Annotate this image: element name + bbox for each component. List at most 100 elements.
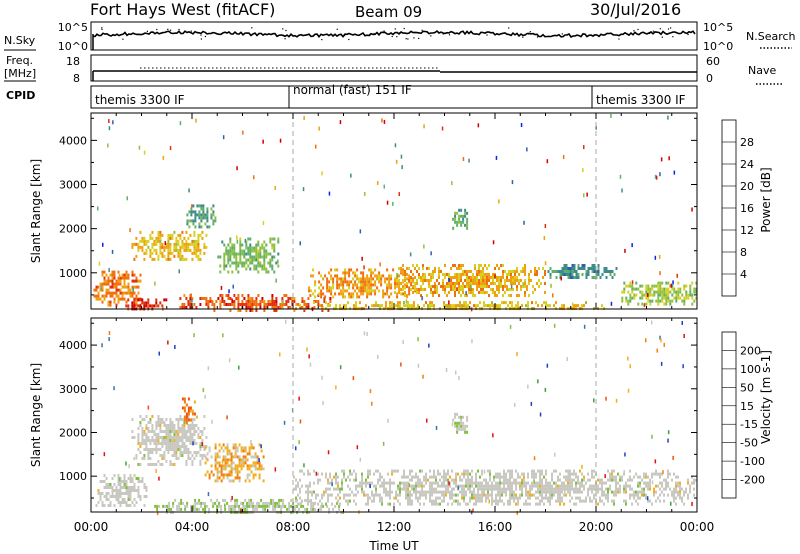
echo-cell	[101, 273, 104, 277]
echo-cell	[199, 436, 202, 439]
echo-cell	[364, 283, 367, 287]
echo-cell	[239, 255, 242, 259]
echo-cell	[350, 268, 353, 272]
echo-cell	[625, 481, 627, 485]
echo-cell	[472, 288, 474, 291]
echo-cell	[591, 469, 593, 473]
echo-cell	[199, 303, 202, 306]
echo-cell	[408, 274, 411, 278]
echo-cell	[589, 484, 591, 488]
echo-cell	[683, 299, 686, 303]
echo-cell	[155, 448, 158, 451]
echo-cell	[687, 293, 690, 297]
echo-cell	[157, 257, 160, 261]
echo-cell	[364, 289, 367, 293]
echo-cell	[173, 436, 176, 439]
echo-cell	[305, 306, 308, 309]
echo-cell	[169, 233, 172, 237]
echo-cell	[663, 493, 665, 497]
echo-cell	[267, 300, 270, 303]
echo-cell	[429, 469, 431, 473]
echo-cell	[195, 430, 198, 433]
echo-cell	[683, 490, 685, 494]
echo-cell	[191, 242, 194, 246]
echo-cell	[502, 270, 504, 273]
echo-cell	[565, 469, 567, 473]
echo-cell	[181, 406, 184, 410]
echo-cell	[667, 281, 670, 285]
echo-cell	[393, 496, 395, 500]
echo-cell	[216, 461, 219, 465]
echo-cell	[386, 286, 389, 290]
echo-cell	[565, 493, 567, 497]
noise-cell	[318, 126, 320, 131]
echo-cell	[143, 430, 146, 433]
echo-cell	[455, 481, 457, 485]
echo-cell	[510, 276, 512, 279]
echo-cell	[181, 245, 184, 249]
echo-cell	[201, 433, 204, 436]
echo-cell	[224, 498, 227, 502]
echo-cell	[412, 285, 414, 288]
echo-cell	[101, 300, 104, 304]
echo-cell	[271, 294, 274, 297]
freq-left-tick-bottom: 8	[73, 72, 80, 85]
echo-cell	[272, 507, 275, 511]
echo-cell	[173, 451, 176, 454]
echo-cell	[406, 294, 408, 297]
echo-cell	[501, 499, 503, 503]
echo-cell	[227, 252, 230, 256]
echo-cell	[492, 282, 494, 285]
echo-cell	[439, 472, 441, 476]
echo-cell	[297, 502, 299, 506]
echo-cell	[129, 291, 132, 295]
echo-cell	[254, 452, 257, 456]
echo-cell	[433, 469, 435, 473]
sky-noise-dot	[170, 29, 172, 31]
echo-cell	[635, 287, 638, 291]
sky-noise-dot	[486, 34, 488, 36]
echo-cell	[495, 487, 497, 491]
echo-cell	[204, 473, 207, 477]
echo-cell	[657, 296, 660, 300]
echo-cell	[320, 274, 323, 278]
echo-cell	[613, 502, 615, 506]
echo-cell	[175, 418, 178, 421]
echo-cell	[185, 418, 188, 422]
echo-cell	[553, 469, 555, 473]
echo-cell	[365, 484, 367, 488]
echo-cell	[321, 496, 323, 500]
echo-cell	[679, 496, 681, 500]
echo-cell	[199, 460, 202, 463]
echo-cell	[482, 288, 484, 291]
echo-cell	[693, 478, 695, 482]
echo-cell	[179, 233, 182, 237]
echo-cell	[512, 282, 514, 285]
echo-cell	[585, 270, 588, 273]
echo-cell	[185, 245, 188, 249]
echo-cell	[223, 267, 226, 271]
echo-cell	[197, 242, 200, 246]
echo-cell	[93, 294, 96, 298]
noise-cell	[201, 442, 203, 447]
echo-cell	[153, 463, 156, 466]
echo-cell	[125, 483, 128, 486]
echo-cell	[513, 490, 515, 494]
echo-cell	[249, 258, 252, 262]
echo-cell	[179, 436, 182, 439]
echo-cell	[243, 303, 246, 306]
echo-cell	[153, 239, 156, 243]
echo-cell	[585, 273, 588, 276]
noise-cell	[441, 126, 444, 131]
noise-cell	[581, 464, 583, 469]
echo-cell	[202, 210, 205, 214]
sky-noise-dot	[190, 30, 192, 32]
echo-cell	[312, 507, 315, 511]
echo-cell	[486, 267, 488, 270]
noise-cell	[422, 374, 424, 379]
echo-cell	[409, 472, 411, 476]
echo-cell	[373, 304, 375, 308]
echo-cell	[643, 481, 645, 485]
echo-cell	[524, 282, 526, 285]
noise-cell	[423, 244, 425, 249]
